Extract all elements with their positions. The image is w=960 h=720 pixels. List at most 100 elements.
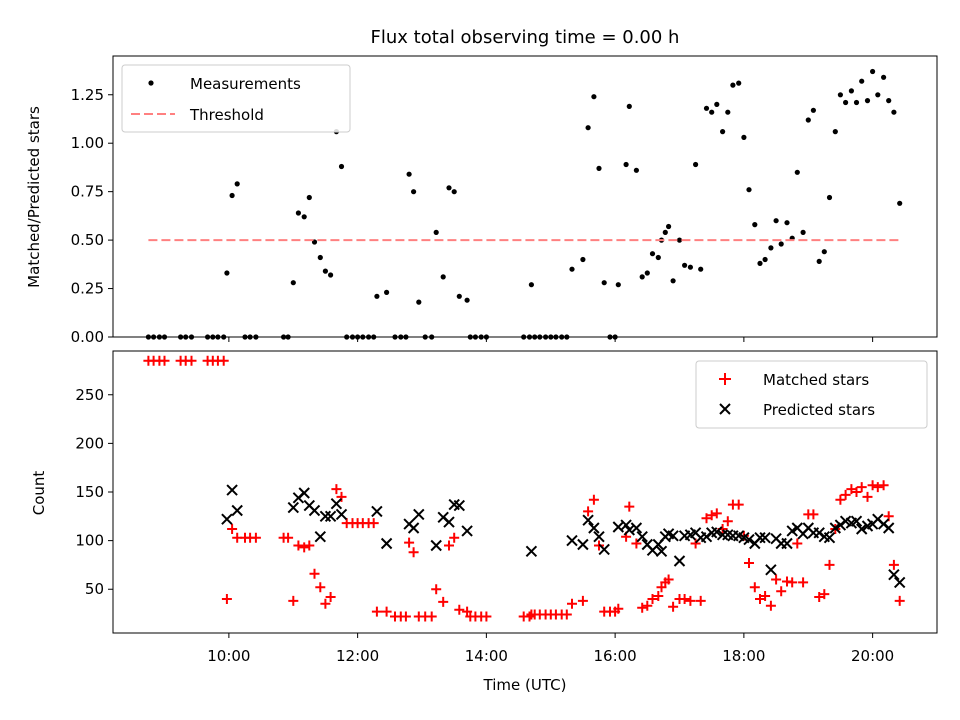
measurement-point-13 bbox=[234, 181, 240, 187]
matched-star-point-103 bbox=[771, 574, 782, 585]
predicted-star-point-82 bbox=[882, 522, 895, 534]
measurement-point-115 bbox=[837, 92, 844, 98]
matched-star-point-23 bbox=[309, 568, 320, 579]
predicted-star-point-43 bbox=[673, 555, 686, 567]
measurement-point-113 bbox=[826, 194, 833, 201]
legend-threshold-label: Threshold bbox=[189, 106, 264, 124]
top-y-tick-label-0: 0.00 bbox=[71, 328, 104, 346]
measurement-point-66 bbox=[580, 256, 586, 263]
matched-star-point-98 bbox=[744, 558, 754, 568]
predicted-star-point-56 bbox=[743, 533, 755, 546]
x-axis-label: Time (UTC) bbox=[483, 676, 567, 694]
matched-star-point-65 bbox=[567, 598, 577, 609]
predicted-star-point-11 bbox=[330, 497, 343, 510]
legend-predicted-label: Predicted stars bbox=[763, 401, 875, 419]
predicted-star-point-83 bbox=[888, 568, 900, 581]
measurement-point-80 bbox=[655, 254, 661, 261]
measurement-point-75 bbox=[626, 103, 632, 109]
measurement-point-73 bbox=[615, 282, 621, 288]
predicted-star-point-34 bbox=[630, 522, 643, 534]
measurement-point-122 bbox=[875, 92, 881, 98]
matched-star-point-25 bbox=[320, 598, 331, 609]
measurement-point-47 bbox=[446, 185, 452, 191]
measurement-point-78 bbox=[644, 270, 650, 276]
matched-star-point-67 bbox=[583, 506, 594, 517]
matched-star-point-94 bbox=[722, 516, 733, 527]
measurement-point-124 bbox=[886, 98, 892, 104]
bottom-y-tick-label-1: 100 bbox=[75, 532, 104, 550]
predicted-star-point-9 bbox=[319, 510, 332, 523]
matched-star-point-118 bbox=[851, 487, 862, 497]
matched-star-point-90 bbox=[701, 513, 712, 524]
predicted-star-point-18 bbox=[430, 539, 442, 552]
measurement-point-35 bbox=[374, 293, 380, 299]
bottom-x-tick-label-2: 14:00 bbox=[465, 647, 508, 665]
predicted-star-point-8 bbox=[314, 530, 327, 543]
measurement-point-100 bbox=[757, 260, 763, 266]
matched-star-point-76 bbox=[631, 538, 642, 549]
measurement-point-82 bbox=[662, 229, 668, 235]
predicted-star-point-13 bbox=[371, 505, 383, 518]
predicted-star-point-20 bbox=[443, 516, 455, 528]
matched-star-point-83 bbox=[663, 574, 674, 585]
matched-star-point-16 bbox=[250, 532, 261, 543]
measurement-point-49 bbox=[456, 293, 462, 299]
measurement-point-87 bbox=[687, 264, 694, 270]
measurement-point-111 bbox=[816, 258, 822, 264]
matched-star-point-64 bbox=[561, 609, 572, 620]
measurement-point-107 bbox=[794, 169, 800, 175]
bottom-data-points bbox=[143, 355, 906, 622]
top-x-ticks bbox=[228, 337, 874, 342]
predicted-star-point-14 bbox=[380, 537, 393, 550]
predicted-star-point-35 bbox=[636, 530, 648, 543]
measurement-point-118 bbox=[853, 99, 860, 106]
measurement-point-123 bbox=[881, 74, 887, 80]
measurement-point-96 bbox=[736, 80, 742, 86]
measurement-point-45 bbox=[433, 229, 439, 235]
predicted-star-point-59 bbox=[759, 531, 771, 544]
measurement-point-104 bbox=[778, 241, 784, 247]
predicted-star-point-76 bbox=[850, 515, 863, 527]
top-axes-frame bbox=[112, 55, 938, 338]
matched-star-point-116 bbox=[840, 489, 851, 500]
matched-star-point-79 bbox=[647, 594, 658, 604]
top-legend: Measurements Threshold bbox=[121, 64, 351, 133]
matched-star-point-102 bbox=[765, 600, 776, 611]
predicted-star-point-71 bbox=[823, 531, 836, 544]
matched-star-point-99 bbox=[749, 582, 760, 593]
matched-star-point-108 bbox=[798, 577, 809, 588]
measurement-point-57 bbox=[528, 282, 535, 288]
matched-star-point-101 bbox=[760, 591, 771, 601]
matched-star-point-75 bbox=[624, 501, 635, 512]
predicted-star-point-2 bbox=[231, 504, 243, 517]
predicted-star-point-77 bbox=[855, 523, 868, 535]
matched-star-point-123 bbox=[878, 480, 889, 491]
predicted-star-point-27 bbox=[582, 514, 594, 526]
predicted-star-point-50 bbox=[711, 526, 723, 538]
top-y-tick-label-5: 1.25 bbox=[71, 86, 104, 104]
predicted-star-point-12 bbox=[335, 508, 348, 521]
matched-star-point-88 bbox=[690, 538, 701, 549]
matched-star-point-100 bbox=[755, 594, 765, 604]
matched-star-point-47 bbox=[444, 540, 454, 551]
matched-star-point-96 bbox=[733, 499, 744, 510]
measurement-point-85 bbox=[676, 237, 683, 243]
legend-measurements-marker bbox=[148, 80, 154, 86]
predicted-star-point-39 bbox=[655, 545, 668, 558]
measurement-point-102 bbox=[768, 245, 774, 251]
predicted-star-point-22 bbox=[453, 499, 466, 512]
measurement-point-48 bbox=[451, 189, 457, 195]
measurement-point-121 bbox=[870, 68, 876, 75]
matched-star-point-39 bbox=[400, 611, 411, 622]
matched-star-point-66 bbox=[577, 595, 588, 606]
bottom-x-tick-label-4: 18:00 bbox=[722, 647, 765, 665]
matched-star-point-56 bbox=[524, 611, 535, 622]
measurement-point-108 bbox=[800, 229, 806, 235]
bottom-y-ticks: 50 100 150 200 250 bbox=[75, 386, 113, 598]
measurement-point-25 bbox=[322, 268, 328, 274]
measurement-point-110 bbox=[810, 107, 817, 113]
legend-measurements-label: Measurements bbox=[190, 75, 301, 93]
matched-star-point-73 bbox=[613, 603, 624, 614]
measurement-point-22 bbox=[306, 194, 312, 201]
measurement-point-67 bbox=[585, 125, 591, 131]
